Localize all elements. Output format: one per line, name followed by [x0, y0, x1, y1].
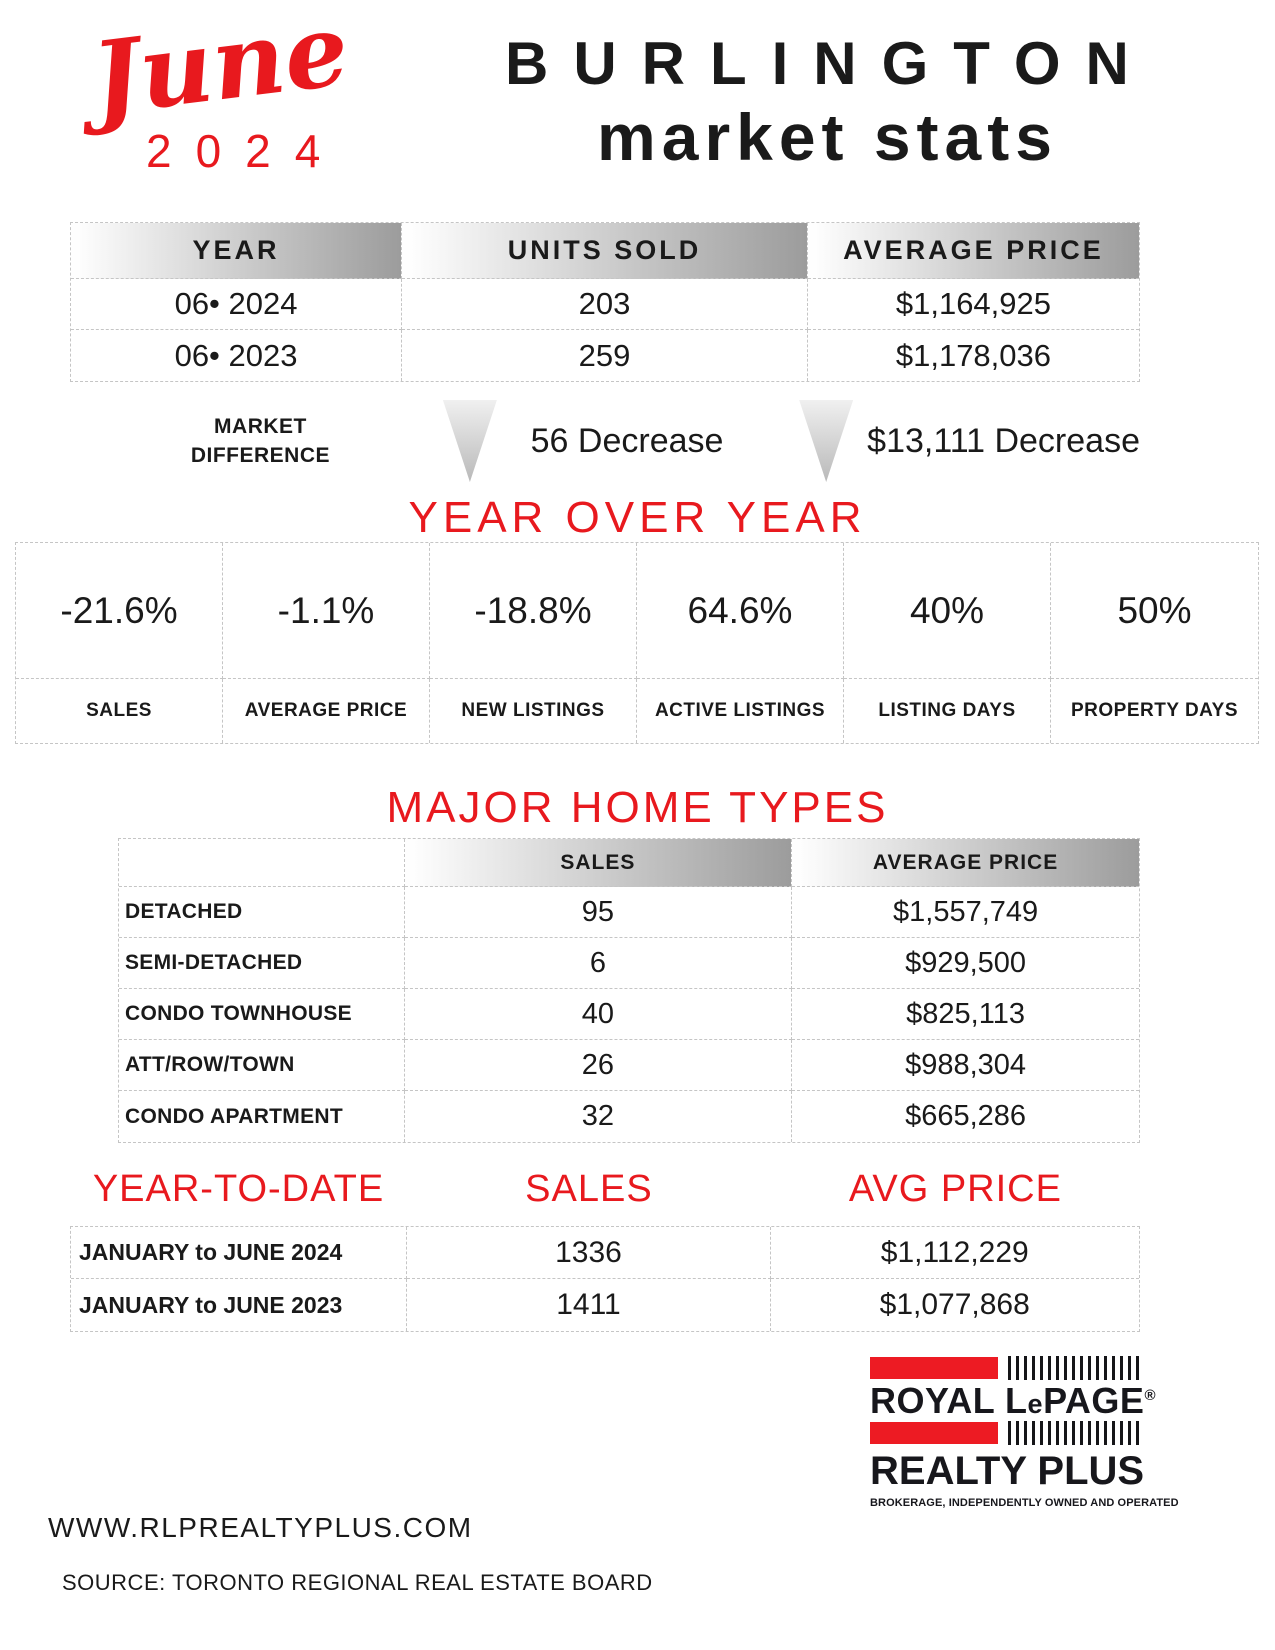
- source-attribution: SOURCE: TORONTO REGIONAL REAL ESTATE BOA…: [62, 1570, 653, 1595]
- month-year-text: 2024: [146, 125, 345, 177]
- market-difference-label-line2: DIFFERENCE: [190, 444, 331, 467]
- ytd-table: JANUARY to JUNE 2024 1336 $1,112,229 JAN…: [70, 1226, 1140, 1332]
- summary-row-2023-units: 259: [402, 330, 808, 381]
- yoy-label-property-days: PROPERTY DAYS: [1071, 700, 1238, 721]
- ytd-section-titles: YEAR-TO-DATE SALES AVG PRICE: [70, 1168, 1140, 1211]
- market-difference-row: MARKET DIFFERENCE 56 Decrease $13,111 De…: [70, 392, 1140, 490]
- home-types-header-sales: SALES: [404, 839, 793, 887]
- logo-realty-plus: REALTY PLUS: [870, 1449, 1145, 1494]
- home-type-condo-townhouse-price: $825,113: [792, 989, 1139, 1040]
- yoy-label-listing-days: LISTING DAYS: [844, 679, 1051, 743]
- ytd-row-2023-price: $1,077,868: [879, 1288, 1030, 1321]
- logo-stripes-icon: [1008, 1421, 1142, 1446]
- decrease-triangle-icon: [442, 400, 497, 482]
- ytd-sales-title: SALES: [525, 1168, 653, 1210]
- home-type-detached-label: DETACHED: [119, 887, 405, 938]
- price-change-value: $13,111 Decrease: [867, 421, 1140, 460]
- registered-trademark-icon: ®: [1144, 1387, 1156, 1404]
- logo-red-bar-icon: [870, 1422, 998, 1445]
- ytd-row-2024-period: JANUARY to JUNE 2024: [71, 1227, 408, 1279]
- month-script-text: June: [85, 0, 355, 139]
- logo-bar-row-top: [870, 1356, 1142, 1380]
- ytd-row-2023-period: JANUARY to JUNE 2023: [71, 1279, 408, 1331]
- home-type-semi-detached-label: SEMI-DETACHED: [119, 938, 405, 989]
- summary-row-2024-year: 06• 2024: [71, 279, 403, 330]
- home-types-section-title: MAJOR HOME TYPES: [386, 783, 889, 832]
- ytd-row-2024-sales: 1336: [407, 1227, 771, 1279]
- home-type-semi-detached-sales: 6: [404, 938, 793, 989]
- home-type-detached-sales: 95: [404, 887, 793, 938]
- ytd-title: YEAR-TO-DATE: [92, 1168, 385, 1210]
- home-type-semi-detached-price: $929,500: [792, 938, 1139, 989]
- home-types-table: SALES AVERAGE PRICE DETACHED 95 $1,557,7…: [118, 838, 1140, 1143]
- summary-header-units-sold: UNITS SOLD: [402, 223, 808, 279]
- yoy-label-average-price: AVERAGE PRICE: [223, 679, 430, 743]
- home-types-header-empty: [119, 839, 405, 887]
- logo-brand-name: ROYAL LePAGE®: [870, 1380, 1156, 1421]
- home-type-detached-price: $1,557,749: [792, 887, 1139, 938]
- home-types-header-average-price: AVERAGE PRICE: [792, 839, 1139, 887]
- website-url: WWW.RLPREALTYPLUS.COM: [48, 1512, 473, 1543]
- summary-table: YEAR UNITS SOLD AVERAGE PRICE 06• 2024 2…: [70, 222, 1140, 382]
- home-type-att-row-town-label: ATT/ROW/TOWN: [119, 1040, 405, 1091]
- home-type-condo-apartment-sales: 32: [405, 1091, 793, 1142]
- home-type-condo-apartment-price: $665,286: [905, 1100, 1027, 1132]
- city-title: BURLINGTON: [505, 30, 1154, 97]
- yoy-value-sales: -21.6%: [16, 543, 223, 679]
- home-type-att-row-town-price: $988,304: [792, 1040, 1139, 1091]
- logo-brand-small-e: e: [1027, 1389, 1044, 1419]
- royal-lepage-logo: ROYAL LePAGE® REALTY PLUS BROKERAGE, IND…: [870, 1356, 1179, 1510]
- summary-row-2023-price: $1,178,036: [895, 337, 1052, 373]
- summary-row-2024-units: 203: [402, 279, 808, 330]
- yoy-label-active-listings: ACTIVE LISTINGS: [637, 679, 844, 743]
- summary-header-year: YEAR: [71, 223, 403, 279]
- yoy-value-listing-days: 40%: [844, 543, 1051, 679]
- home-type-condo-townhouse-sales: 40: [404, 989, 793, 1040]
- market-difference-label: MARKET DIFFERENCE: [128, 412, 393, 471]
- logo-red-bar-icon: [870, 1357, 998, 1379]
- subtitle-market-stats: market stats: [597, 100, 1058, 174]
- yoy-value-new-listings: -18.8%: [430, 543, 637, 679]
- yoy-section-title: YEAR OVER YEAR: [408, 493, 867, 542]
- summary-row-2024-price: $1,164,925: [807, 279, 1139, 330]
- home-type-condo-townhouse-label: CONDO TOWNHOUSE: [119, 989, 405, 1040]
- yoy-value-property-days: 50%: [1051, 543, 1258, 679]
- yoy-value-average-price: -1.1%: [223, 543, 430, 679]
- ytd-row-2023-sales: 1411: [407, 1279, 771, 1331]
- home-type-att-row-town-sales: 26: [404, 1040, 793, 1091]
- ytd-row-2024-price: $1,112,229: [770, 1227, 1139, 1279]
- logo-brand-page: PAGE: [1043, 1380, 1145, 1421]
- logo-brand-royal: ROYAL L: [870, 1380, 1028, 1421]
- logo-stripes-icon: [1008, 1356, 1142, 1380]
- decrease-triangle-icon: [799, 400, 854, 482]
- market-difference-label-line1: MARKET: [214, 414, 307, 438]
- page-title: BURLINGTON market stats: [505, 32, 1150, 172]
- ytd-avg-price-title: AVG PRICE: [848, 1168, 1062, 1210]
- summary-row-2023-year: 06• 2023: [71, 330, 403, 381]
- home-type-condo-apartment-label: CONDO APARTMENT: [119, 1091, 405, 1142]
- units-change-value: 56 Decrease: [530, 421, 724, 460]
- yoy-grid: -21.6% -1.1% -18.8% 64.6% 40% 50% SALES …: [15, 542, 1259, 744]
- logo-tagline: BROKERAGE, INDEPENDENTLY OWNED AND OPERA…: [870, 1497, 1179, 1510]
- summary-header-average-price: AVERAGE PRICE: [807, 223, 1139, 279]
- yoy-label-sales: SALES: [16, 679, 223, 743]
- yoy-label-new-listings: NEW LISTINGS: [430, 679, 637, 743]
- logo-bar-row-bottom: [870, 1421, 1142, 1446]
- yoy-value-active-listings: 64.6%: [637, 543, 844, 679]
